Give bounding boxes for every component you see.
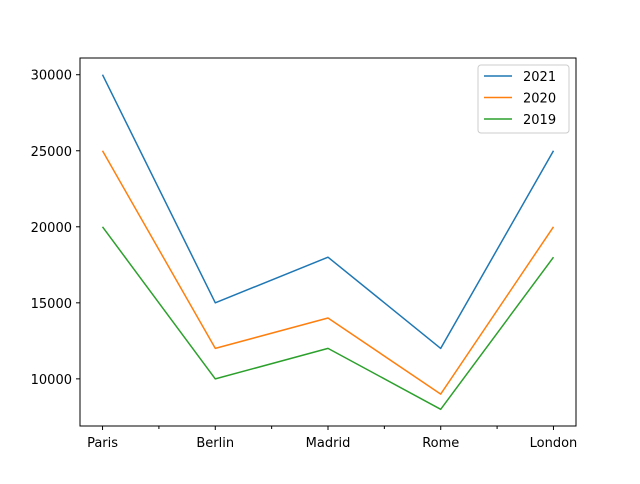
x-axis: Paris Berlin Madrid Rome London (87, 426, 577, 451)
legend-label: 2020 (523, 92, 556, 107)
plot-frame (79, 57, 577, 427)
legend-label: 2021 (523, 70, 556, 85)
series-lines (101, 74, 555, 411)
y-axis: 10000 15000 20000 25000 30000 (31, 69, 80, 388)
y-tick-label: 25000 (31, 145, 72, 160)
x-tick-label: Rome (422, 436, 459, 451)
y-tick-label: 20000 (31, 221, 72, 236)
x-tick-label: Berlin (196, 436, 234, 451)
y-tick-label: 10000 (31, 373, 72, 388)
legend-label: 2019 (523, 113, 556, 128)
series-line-2021 (101, 74, 555, 350)
y-tick-label: 30000 (31, 69, 72, 84)
legend: 2021 2020 2019 (477, 64, 570, 134)
x-tick-label: London (530, 436, 578, 451)
x-tick-label: Madrid (306, 436, 351, 451)
series-line-2019 (101, 226, 555, 411)
legend-box (477, 64, 570, 134)
series-line-2020 (101, 150, 555, 395)
x-tick-label: Paris (87, 436, 118, 451)
y-tick-label: 15000 (31, 297, 72, 312)
